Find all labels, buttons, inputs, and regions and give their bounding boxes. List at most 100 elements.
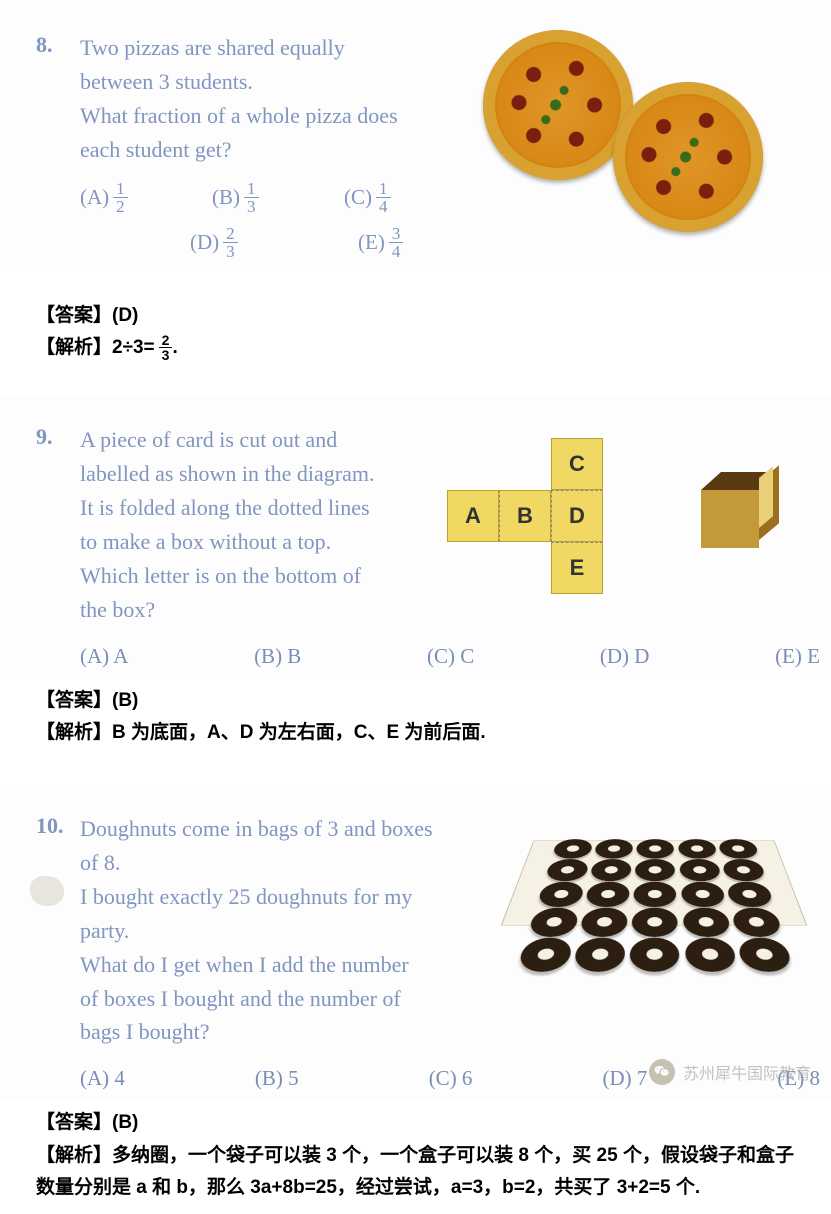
doughnut-illustration — [519, 803, 789, 963]
donut-icon — [536, 882, 585, 907]
q8-answer: 【答案】(D) 【解析】2÷3=23. — [0, 270, 831, 375]
q10-explanation-2: 数量分别是 a 和 b，那么 3a+8b=25，经过尝试，a=3，b=2，共买了… — [36, 1172, 795, 1204]
fraction-icon: 13 — [244, 180, 259, 215]
q10-line3: I bought exactly 25 doughnuts for my — [80, 881, 520, 913]
question-10: 10. Doughnuts come in bags of 3 and boxe… — [0, 785, 831, 1101]
donut-icon — [680, 882, 726, 907]
donut-icon — [629, 938, 680, 972]
donut-icon — [585, 882, 631, 907]
q10-line2: of 8. — [80, 847, 520, 879]
donut-icon — [589, 859, 632, 881]
q8-answer-label: 【答案】(D) — [36, 300, 795, 332]
watermark: 苏州犀牛国际教育 — [649, 1059, 811, 1085]
donut-icon — [572, 938, 626, 972]
net-square-e: E — [551, 542, 603, 594]
q8-line1: Two pizzas are shared equally — [80, 32, 480, 64]
box-front-face — [701, 490, 759, 548]
q10-explanation-1: 【解析】多纳圈，一个袋子可以装 3 个，一个盒子可以装 8 个，买 25 个，假… — [36, 1140, 795, 1172]
donut-icon — [726, 882, 775, 907]
q10-line6: of boxes I bought and the number of — [80, 983, 520, 1015]
q9-line6: the box? — [80, 594, 460, 626]
fraction-icon: 23 — [223, 225, 238, 260]
q9-line3: It is folded along the dotted lines — [80, 492, 460, 524]
donut-icon — [682, 908, 731, 937]
fraction-icon: 14 — [376, 180, 391, 215]
q10-line1: Doughnuts come in bags of 3 and boxes — [80, 813, 520, 845]
q10-line5: What do I get when I add the number — [80, 949, 520, 981]
q8-opt-d: (D) 23 — [190, 225, 358, 260]
q9-explanation: 【解析】B 为底面，A、D 为左右面，C、E 为前后面. — [36, 717, 795, 749]
q9-line4: to make a box without a top. — [80, 526, 460, 558]
q10-body: Doughnuts come in bags of 3 and boxes of… — [80, 813, 520, 1048]
q9-options: (A) A (B) B (C) C (D) D (E) E — [80, 644, 820, 669]
net-square-b: B — [499, 490, 551, 542]
watermark-text: 苏州犀牛国际教育 — [683, 1060, 811, 1084]
q9-answer: 【答案】(B) 【解析】B 为底面，A、D 为左右面，C、E 为前后面. — [0, 679, 831, 760]
q10-opt-d: (D) 7 — [602, 1066, 647, 1091]
q9-opt-a: (A) A — [80, 644, 128, 669]
q8-opt-a: (A) 12 — [80, 180, 212, 215]
stain-mark — [30, 876, 64, 906]
q10-opt-b: (B) 5 — [255, 1066, 299, 1091]
box-3d-icon — [701, 472, 779, 550]
donut-icon — [579, 908, 629, 937]
q9-body: A piece of card is cut out and labelled … — [80, 424, 460, 625]
q9-answer-label: 【答案】(B) — [36, 685, 795, 717]
fraction-icon: 12 — [113, 180, 128, 215]
q9-line2: labelled as shown in the diagram. — [80, 458, 460, 490]
net-square-c: C — [551, 438, 603, 490]
pizza-icon — [613, 82, 763, 232]
q9-line1: A piece of card is cut out and — [80, 424, 460, 456]
q10-answer-label: 【答案】(B) — [36, 1107, 795, 1139]
q10-line7: bags I bought? — [80, 1016, 520, 1048]
q8-opt-c: (C) 14 — [344, 180, 476, 215]
net-square-a: A — [447, 490, 499, 542]
donut-icon — [677, 839, 717, 858]
q10-opt-c: (C) 6 — [429, 1066, 473, 1091]
q10-line4: party. — [80, 915, 520, 947]
wechat-svg-icon — [654, 1064, 670, 1080]
q8-options: (A) 12 (B) 13 (C) 14 (D) 23 (E) 34 — [80, 180, 480, 260]
donut-icon — [594, 839, 634, 858]
q8-line2: between 3 students. — [80, 66, 480, 98]
donut-icon — [631, 908, 678, 937]
donut-icon — [544, 859, 589, 881]
q9-line5: Which letter is on the bottom of — [80, 560, 460, 592]
donut-icon — [736, 938, 794, 972]
donut-icon — [551, 839, 593, 858]
q8-line3: What fraction of a whole pizza does — [80, 100, 480, 132]
question-9: 9. A piece of card is cut out and labell… — [0, 396, 831, 678]
donut-grid — [534, 839, 779, 912]
q9-opt-b: (B) B — [254, 644, 301, 669]
q9-opt-e: (E) E — [775, 644, 820, 669]
donut-icon — [718, 839, 760, 858]
donut-icon — [527, 908, 580, 937]
donut-icon — [636, 839, 674, 858]
pizza-icon — [483, 30, 633, 180]
donut-icon — [679, 859, 721, 881]
q9-number: 9. — [36, 424, 53, 450]
q10-answer: 【答案】(B) 【解析】多纳圈，一个袋子可以装 3 个，一个盒子可以装 8 个，… — [0, 1101, 831, 1214]
donut-icon — [731, 908, 784, 937]
donut-icon — [684, 938, 738, 972]
box-net-illustration: C A B D E — [447, 422, 787, 612]
q9-opt-d: (D) D — [600, 644, 650, 669]
q8-body: Two pizzas are shared equally between 3 … — [80, 32, 480, 260]
donut-icon — [633, 882, 677, 907]
fraction-icon: 34 — [389, 225, 404, 260]
fraction-icon: 23 — [159, 333, 173, 362]
q8-line4: each student get? — [80, 134, 480, 166]
q8-explanation: 【解析】2÷3=23. — [36, 332, 795, 364]
net-square-d: D — [551, 490, 603, 542]
question-8: 8. Two pizzas are shared equally between… — [0, 0, 831, 270]
q10-number: 10. — [36, 813, 64, 839]
q8-number: 8. — [36, 32, 53, 58]
q10-opt-a: (A) 4 — [80, 1066, 125, 1091]
q8-opt-b: (B) 13 — [212, 180, 344, 215]
q9-opt-c: (C) C — [427, 644, 474, 669]
donut-icon — [516, 938, 574, 972]
pizza-illustration — [483, 30, 783, 230]
wechat-icon — [649, 1059, 675, 1085]
donut-icon — [635, 859, 676, 881]
donut-icon — [721, 859, 766, 881]
